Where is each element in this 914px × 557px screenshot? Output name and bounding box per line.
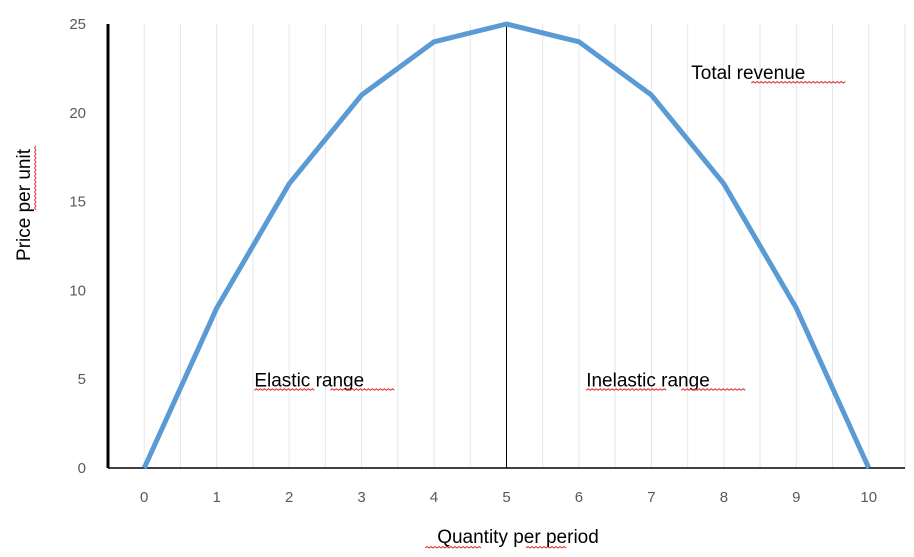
x-tick-labels: 0 1 2 3 4 5 6 7 8 9 10 (140, 489, 877, 506)
y-tick-label: 0 (78, 460, 86, 477)
annotation-label: Elastic range (254, 370, 364, 391)
x-axis-title: Quantity per period (437, 527, 599, 548)
y-tick-label: 15 (69, 194, 86, 211)
x-tick-label: 9 (792, 489, 800, 506)
x-tick-label: 0 (140, 489, 148, 506)
x-tick-label: 2 (285, 489, 293, 506)
gridlines (144, 24, 905, 468)
annotation-label: Total revenue (691, 63, 805, 84)
y-tick-label: 10 (69, 282, 86, 299)
x-tick-label: 5 (502, 489, 510, 506)
y-tick-label: 5 (78, 371, 86, 388)
x-tick-label: 1 (213, 489, 221, 506)
y-tick-label: 20 (69, 105, 86, 122)
x-tick-label: 8 (720, 489, 728, 506)
x-tick-label: 3 (357, 489, 365, 506)
y-tick-label: 25 (69, 16, 86, 33)
x-tick-label: 4 (430, 489, 438, 506)
annotation-label: Inelastic range (586, 370, 710, 391)
x-tick-label: 7 (647, 489, 655, 506)
x-tick-label: 6 (575, 489, 583, 506)
x-tick-label: 10 (860, 489, 877, 506)
y-tick-labels: 0 5 10 15 20 25 (69, 16, 86, 477)
y-axis-title: Price per unit (14, 148, 35, 261)
